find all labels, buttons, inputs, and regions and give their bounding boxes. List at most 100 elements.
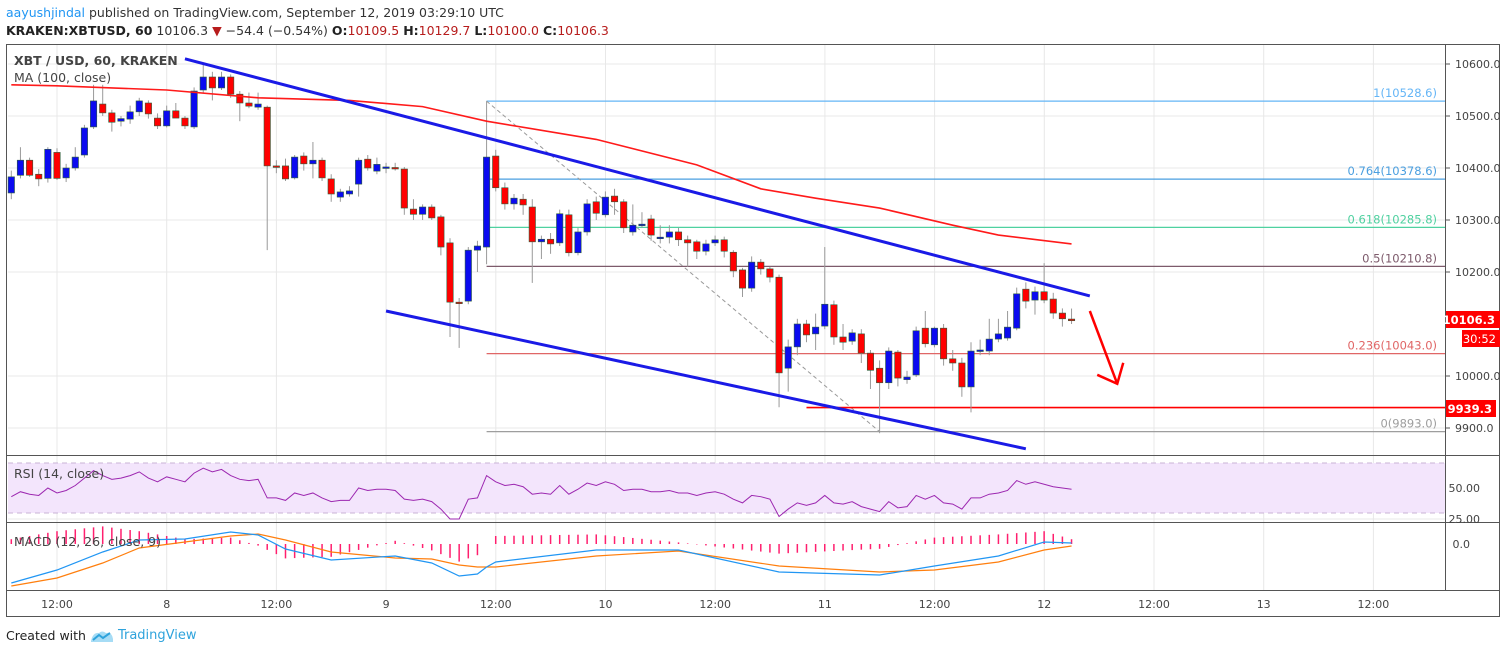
candle-body-up xyxy=(464,249,472,302)
candle-body-up xyxy=(583,203,591,233)
candle xyxy=(428,204,436,220)
candle-body-down xyxy=(738,269,746,289)
candle xyxy=(958,357,966,397)
candle xyxy=(199,64,207,93)
candle-body-up xyxy=(848,332,856,342)
candle xyxy=(766,266,774,283)
candle-body-down xyxy=(757,261,765,270)
chart-legend-title: XBT / USD, 60, KRAKEN xyxy=(14,53,178,68)
candle-body-up xyxy=(16,159,24,176)
fib-level-label: 1(10528.6) xyxy=(1373,86,1437,100)
candle-body-up xyxy=(930,327,938,346)
candle-body-up xyxy=(537,238,545,243)
trendlines[interactable] xyxy=(184,57,1125,451)
candle xyxy=(994,318,1002,343)
candle xyxy=(876,360,884,434)
candle xyxy=(510,194,518,210)
price-axis[interactable]: 10600.0 10500.0 10400.0 10300.0 10200.0 10000… xyxy=(1445,58,1501,435)
candle-body-down xyxy=(547,238,555,245)
time-axis-label: 9 xyxy=(383,598,390,611)
candle xyxy=(547,233,555,254)
candle xyxy=(391,162,399,171)
open-label: O: xyxy=(331,23,348,38)
candle-body-down xyxy=(565,214,573,254)
price-axis-label: 10500.0 xyxy=(1455,110,1501,123)
candle-body-up xyxy=(601,196,609,216)
symbol-info-bar: KRAKEN:XBTUSD, 60 10106.3 ▼ −54.4 (−0.54… xyxy=(6,23,609,38)
candle xyxy=(1049,292,1057,319)
author-link[interactable]: aayushjindal xyxy=(6,5,86,20)
candle xyxy=(1013,287,1021,331)
macd-signal-line xyxy=(11,533,1072,587)
channel-trendline[interactable] xyxy=(385,309,1027,451)
fib-retracement[interactable]: 1(10528.6) 0.764(10378.6) 0.618(10285.8) 0.… xyxy=(486,86,1445,433)
candle-body-down xyxy=(830,304,838,338)
candle xyxy=(355,157,363,197)
down-arrow-icon[interactable] xyxy=(1088,310,1119,385)
candle-body-up xyxy=(812,326,820,335)
candle xyxy=(1058,308,1066,327)
candle-body-down xyxy=(446,242,454,303)
rsi-legend[interactable]: RSI (14, close) xyxy=(14,466,104,481)
candle-body-down xyxy=(1022,288,1030,302)
candle xyxy=(373,157,381,175)
candle-body-down xyxy=(281,165,289,180)
candle-body-down xyxy=(876,367,884,384)
macd-line xyxy=(11,531,1072,584)
candle xyxy=(419,204,427,220)
time-axis-label: 12:00 xyxy=(480,598,512,611)
candle xyxy=(62,163,70,183)
candle xyxy=(7,170,15,200)
candle xyxy=(821,247,829,330)
candle-body-up xyxy=(994,333,1002,340)
candle-body-up xyxy=(912,330,920,376)
macd-legend[interactable]: MACD (12, 26, close, 9) xyxy=(14,534,161,549)
candle xyxy=(172,103,180,119)
tradingview-brand-link[interactable]: TradingView xyxy=(117,628,197,643)
channel-trendline[interactable] xyxy=(184,57,1091,298)
down-arrow-head-icon[interactable] xyxy=(1096,362,1125,386)
candle-body-up xyxy=(44,148,52,179)
candle-body-up xyxy=(336,191,344,198)
fib-level-label: 0.618(10285.8) xyxy=(1348,212,1437,226)
candle xyxy=(1022,282,1030,309)
candle xyxy=(327,174,335,202)
candle xyxy=(501,182,509,210)
candle xyxy=(748,256,756,292)
candle-body-down xyxy=(53,152,61,179)
candle xyxy=(885,347,893,389)
candle-body-down xyxy=(729,251,737,272)
support-price-badge-text: 9939.3 xyxy=(1448,402,1492,416)
candle xyxy=(208,71,216,101)
fib-level-label: 0.764(10378.6) xyxy=(1348,164,1437,178)
candle xyxy=(638,212,646,228)
candle xyxy=(866,350,874,389)
price-axis-label: 10600.0 xyxy=(1455,58,1501,71)
candle-body-down xyxy=(611,195,619,203)
time-axis[interactable]: 12:00 8 12:00 9 12:00 10 12:00 11 12:00 12 12:00 13… xyxy=(41,598,1389,611)
ma-legend[interactable]: MA (100, close) xyxy=(14,70,111,85)
candle-body-down xyxy=(272,165,280,168)
candle xyxy=(318,157,326,181)
candle xyxy=(729,250,737,278)
countdown-badge: 30:52 xyxy=(1462,330,1500,347)
candle xyxy=(108,109,116,132)
time-axis-label: 12:00 xyxy=(919,598,951,611)
symbol-label: KRAKEN:XBTUSD, 60 xyxy=(6,23,153,38)
candle xyxy=(921,311,929,348)
publish-info: aayushjindal published on TradingView.co… xyxy=(6,5,504,20)
candle-body-up xyxy=(985,338,993,352)
time-axis-label: 12:00 xyxy=(1358,598,1390,611)
candle-body-down xyxy=(921,327,929,345)
candle-body-down xyxy=(592,201,600,214)
rsi-band xyxy=(8,463,1445,513)
candle xyxy=(775,274,783,408)
candle-body-down xyxy=(866,352,874,371)
chart-frame xyxy=(6,44,1500,617)
candle xyxy=(757,259,765,275)
candle xyxy=(336,188,344,202)
candle-body-down xyxy=(108,112,116,123)
candle-body-up xyxy=(748,261,756,289)
